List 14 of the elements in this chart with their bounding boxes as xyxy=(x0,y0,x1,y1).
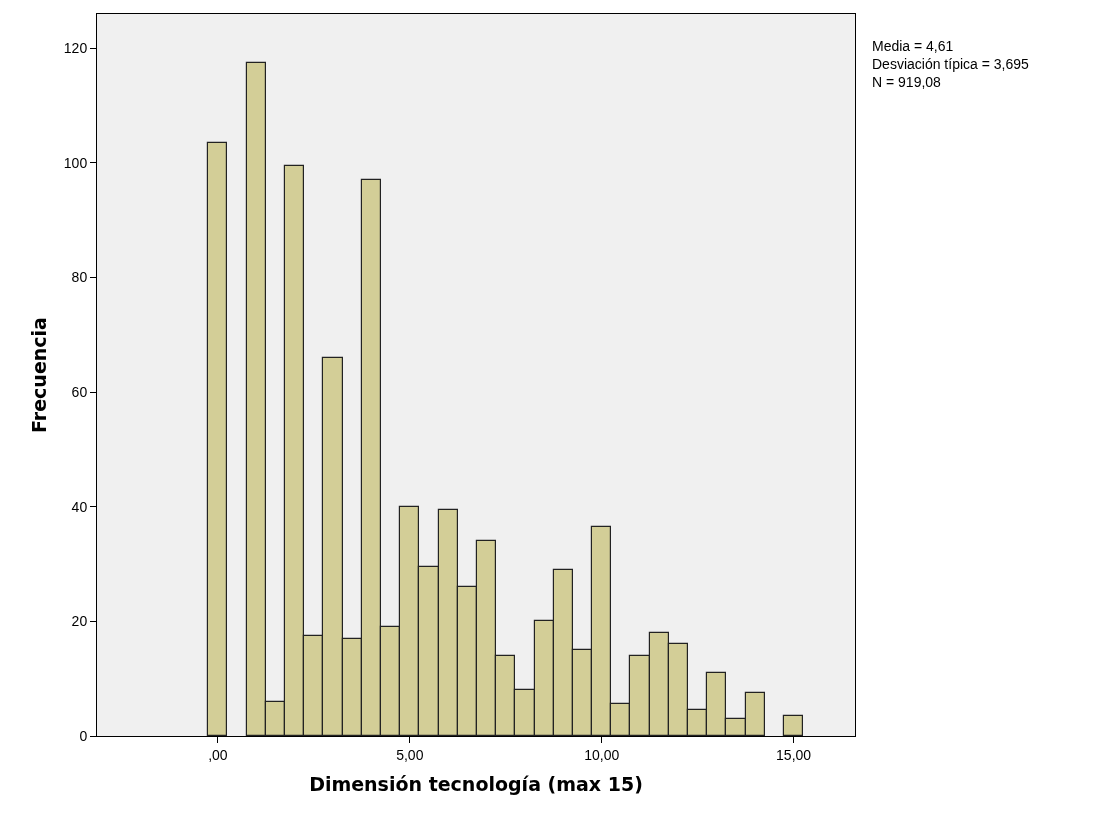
y-tick-label: 20 xyxy=(71,613,88,630)
x-axis-title: Dimensión tecnología (max 15) xyxy=(309,772,643,795)
y-tick-label: 80 xyxy=(71,269,88,286)
y-tick-label: 120 xyxy=(63,40,88,57)
x-tick-label: ,00 xyxy=(208,746,228,763)
x-tick-label: 5,00 xyxy=(396,746,424,763)
y-axis-title: Frecuencia xyxy=(27,317,50,433)
y-tick-label: 0 xyxy=(79,727,88,744)
x-tick-label: 10,00 xyxy=(584,746,620,763)
y-tick-label: 40 xyxy=(71,498,88,515)
text: Media = 4,61 Desviación típica = 3,695 N = 919,08 xyxy=(872,38,1030,91)
y-tick-label: 60 xyxy=(71,384,88,401)
y-tick-label: 100 xyxy=(63,154,88,171)
x-tick-label: 15,00 xyxy=(776,746,812,763)
